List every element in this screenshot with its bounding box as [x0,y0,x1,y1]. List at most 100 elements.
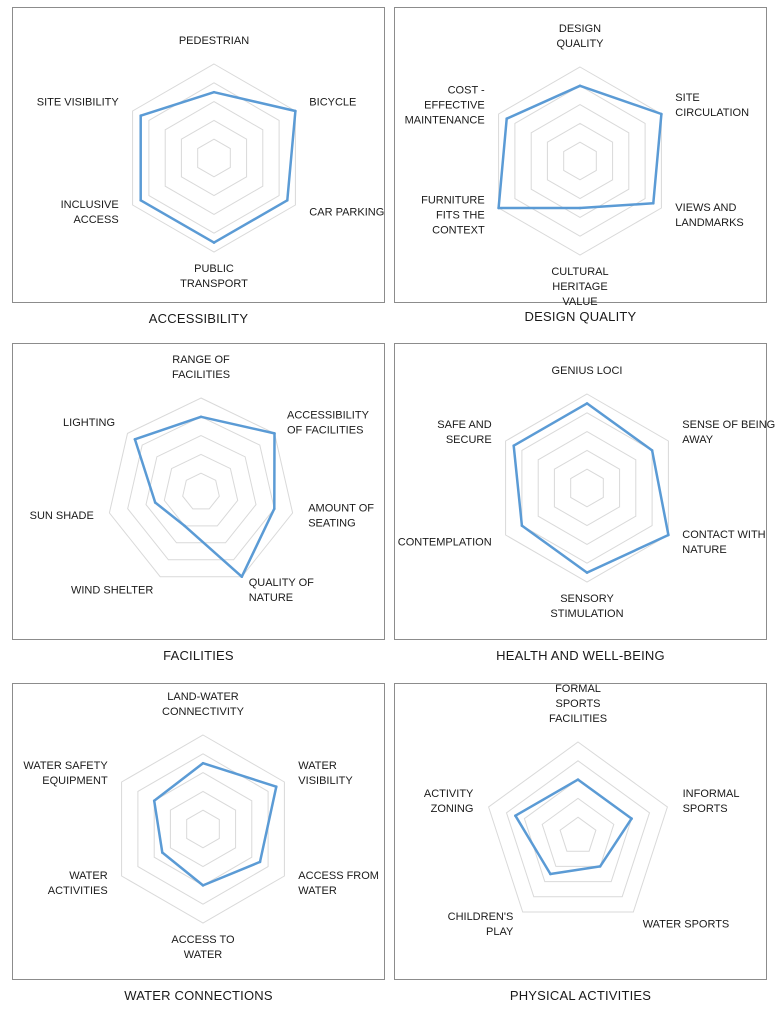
axis-label-site-visibility: SITE VISIBILITY [37,97,120,109]
data-point-sun-shade [153,501,157,504]
grid-ring-2 [163,453,239,527]
grid-ring-2 [553,449,621,527]
axis-label-safe-and-secure: SAFE AND SECURE [437,419,491,446]
data-point-contact-with-nature [667,533,670,537]
axis-label-cultural-heritage-value: CULTURAL HERITAGE VALUE [551,266,608,308]
grid-ring-3 [164,101,264,215]
chart-panel-water-connections: LAND-WATER CONNECTIVITY WATER VISIBILITY ACC… [12,683,385,980]
data-point-land-water-connectivity [201,761,205,765]
data-point-public-transport [212,241,216,244]
axis-label-sensory-stimulation: SENSORY STIMULATION [550,593,623,620]
grid-ring-5 [108,397,294,578]
axis-label-design-quality: DESIGN QUALITY [556,23,604,50]
grid-ring-4 [514,85,646,237]
grid-ring-3 [537,431,637,545]
axis-label-furniture-fits-the-context: FURNITURE FITS THE CONTEXT [421,195,485,237]
grid-ring-1 [186,809,220,849]
radar-chart-health-and-well-being: GENIUS LOCI SENSE OF BEING AWAY CONTACT WIT… [398,365,775,620]
axis-label-car-parking: CAR PARKING [309,207,384,219]
axis-label-sense-of-being-away: SENSE OF BEING AWAY [682,419,775,446]
data-point-range-of-facilities [199,415,203,419]
radar-chart-water-connections: LAND-WATER CONNECTIVITY WATER VISIBILITY ACC… [23,691,379,961]
series-line [152,761,278,887]
grid-ring-4 [148,82,280,234]
data-point-site-visibility [139,114,142,117]
axis-label-water-safety-equipment: WATER SAFETY EQUIPMENT [23,760,108,787]
grid-ring-2 [541,797,615,867]
chart-panel-health-and-well-being: GENIUS LOCI SENSE OF BEING AWAY CONTACT WIT… [394,343,775,640]
chart-title-water-connections: WATER CONNECTIONS [124,988,273,1003]
axis-label-water-visibility: WATER VISIBILITY [298,760,353,787]
grid-ring-2 [180,119,248,197]
data-point-cost-effective-maintenance [505,117,508,120]
axis-label-site-circulation: SITE CIRCULATION [675,92,749,119]
axis-label-water-sports: WATER SPORTS [643,919,730,931]
data-point-informal-sports [630,817,633,820]
chart-title-health-and-well-being: HEALTH AND WELL-BEING [496,648,665,663]
grid-ring-1 [559,816,597,852]
grid-ring-5 [488,741,668,913]
data-point-sensory-stimulation [585,571,589,574]
axis-label-contemplation: CONTEMPLATION [398,537,492,549]
grid-ring-5 [498,66,662,256]
axis-label-wind-shelter: WIND SHELTER [71,585,153,597]
data-point-quality-of-nature [240,575,244,578]
data-point-genius-loci [585,402,589,405]
data-point-water-safety-equipment [152,799,156,803]
axis-label-lighting: LIGHTING [63,417,115,429]
axis-label-views-and-landmarks: VIEWS AND LANDMARKS [675,202,743,229]
axis-label-formal-sports-facilities: FORMAL SPORTS FACILITIES [549,683,607,725]
data-point-water-visibility [275,785,278,788]
data-point-design-quality [578,84,582,88]
axis-label-bicycle: BICYCLE [309,97,356,109]
grid-ring-3 [530,104,630,218]
grid-ring-1 [570,468,604,508]
axis-label-accessibility-of-facilities: ACCESSIBILITY OF FACILITIES [287,409,370,436]
radar-chart-physical-activities: FORMAL SPORTS FACILITIES INFORMAL SPORTS WATE… [424,683,740,938]
data-point-bicycle [294,109,297,113]
data-point-furniture-fits-the-context [497,206,500,210]
grid-ring-2 [169,790,237,868]
data-point-formal-sports-facilities [576,778,580,781]
grid-ring-2 [546,122,614,200]
axis-label-pedestrian: PEDESTRIAN [179,35,249,47]
data-point-water-activities [161,851,164,854]
grid-ring-5 [121,734,285,924]
axis-label-activity-zoning: ACTIVITY ZONING [424,788,474,815]
chart-title-facilities: FACILITIES [163,648,234,663]
chart-panel-physical-activities: FORMAL SPORTS FACILITIES INFORMAL SPORTS WATE… [394,683,767,980]
grid-ring-5 [505,393,669,583]
grid-ring-4 [137,753,269,905]
axis-label-amount-of-seating: AMOUNT OF SEATING [308,503,374,530]
axis-label-access-to-water: ACCESS TO WATER [171,934,235,961]
series-line [133,415,276,578]
axis-label-informal-sports: INFORMAL SPORTS [683,788,740,815]
data-point-inclusive-access [139,199,142,202]
axis-label-contact-with-nature: CONTACT WITH NATURE [682,529,765,556]
axis-label-cost-effective-maintenance: COST -EFFECTIVE MAINTENANCE [405,85,485,127]
data-point-safe-and-secure [512,444,515,447]
grid-ring-3 [145,435,257,544]
data-point-contemplation [520,524,524,527]
data-point-accessibility-of-facilities [273,432,276,435]
axis-label-quality-of-nature: QUALITY OF NATURE [249,577,314,604]
chart-title-design-quality: DESIGN QUALITY [524,309,637,324]
radar-chart-design-quality: DESIGN QUALITY SITE CIRCULATION VIEWS AND LAN… [405,23,749,308]
axis-label-inclusive-access: INCLUSIVE ACCESS [61,199,119,226]
axis-label-land-water-connectivity: LAND-WATER CONNECTIVITY [162,691,245,718]
chart-panel-design-quality: DESIGN QUALITY SITE CIRCULATION VIEWS AND LAN… [394,7,767,308]
data-point-water-sports [598,865,602,868]
data-point-lighting [133,438,137,441]
grid-ring-1 [197,138,231,178]
axis-label-water-activities: WATER ACTIVITIES [48,870,108,897]
axis-label-sun-shade: SUN SHADE [30,510,94,522]
data-point-access-to-water [201,884,205,887]
series-line [139,90,297,244]
data-point-access-from-water [258,860,262,864]
grid-ring-1 [182,472,220,510]
data-point-amount-of-seating [273,507,276,510]
grid-ring-1 [563,141,597,181]
series-line [512,402,670,574]
grid-ring-4 [505,760,651,898]
data-point-sense-of-being-away [650,449,654,452]
